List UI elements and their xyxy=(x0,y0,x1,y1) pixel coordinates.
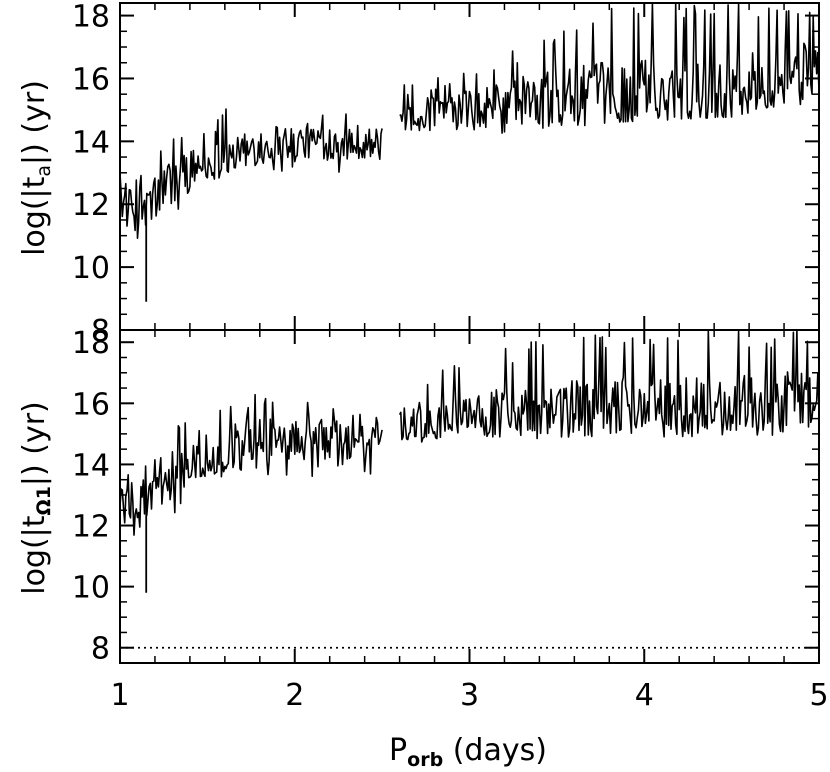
top-ylabel-sub: a xyxy=(33,165,55,177)
xlabel-pre: P xyxy=(389,733,407,768)
y-tick-label: 16 xyxy=(72,62,110,97)
x-tick-label: 4 xyxy=(635,678,654,713)
series-line-2 xyxy=(398,330,819,443)
bottom-ylabel-post: |) (yr) xyxy=(17,401,52,486)
y-tick-label: 14 xyxy=(72,448,110,483)
series-line-1 xyxy=(120,393,383,536)
top-panel: 8 10 12 14 16 18 xyxy=(72,0,820,349)
y-tick-label: 10 xyxy=(72,251,110,286)
bottom-ylabel-pre: log(|t xyxy=(17,515,52,595)
x-tick-label: 2 xyxy=(285,678,304,713)
y-tick-label: 10 xyxy=(72,571,110,606)
y-tick-label: 18 xyxy=(72,0,110,35)
y-tick-label: 12 xyxy=(72,510,110,545)
y-tick-label: 16 xyxy=(72,387,110,422)
series-line-1 xyxy=(120,108,383,239)
xlabel-sub: orb xyxy=(407,749,443,771)
bottom-ylabel: log(|tΩ1|) (yr) xyxy=(17,401,55,595)
series-line-2 xyxy=(399,3,819,134)
top-ylabel-pre: log(|t xyxy=(17,176,52,256)
y-tick-label: 14 xyxy=(72,125,110,160)
y-tick-label: 18 xyxy=(72,326,110,361)
top-ylabel-post: |) (yr) xyxy=(17,80,52,165)
x-tick-label: 3 xyxy=(460,678,479,713)
x-tick-label: 5 xyxy=(809,678,828,713)
xlabel-post: (days) xyxy=(443,733,547,768)
top-ylabel: log(|ta|) (yr) xyxy=(17,80,55,256)
y-tick-label: 12 xyxy=(72,188,110,223)
plot-frame xyxy=(119,329,820,664)
x-tick-label: 1 xyxy=(110,678,129,713)
y-tick-label: 8 xyxy=(91,632,110,667)
bottom-ylabel-sub: Ω1 xyxy=(33,486,55,515)
x-axis-label: Porb (days) xyxy=(389,733,547,771)
y-tick-label: 8 xyxy=(91,314,110,349)
